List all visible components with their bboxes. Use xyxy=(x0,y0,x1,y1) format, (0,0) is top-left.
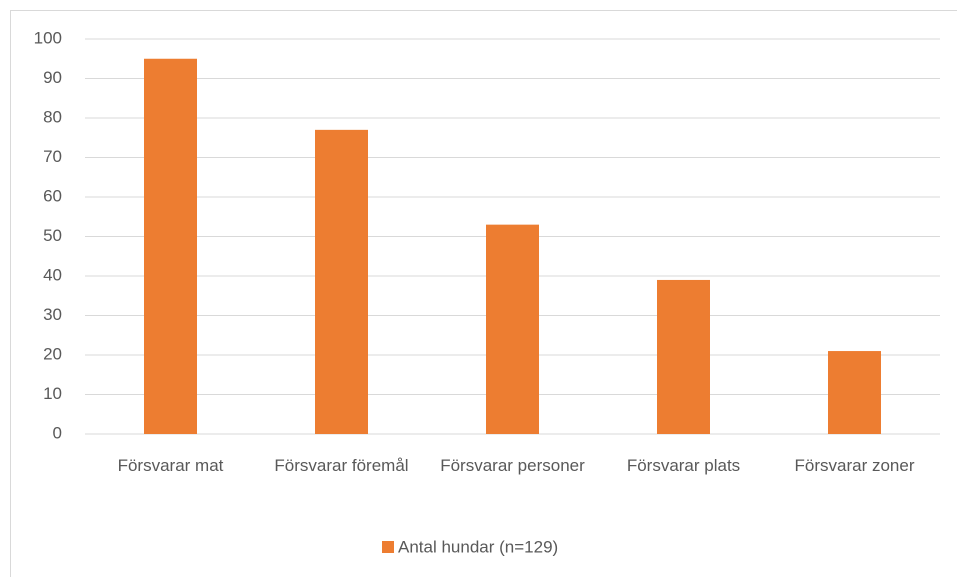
bar xyxy=(657,279,710,434)
x-tick-label: Försvarar personer xyxy=(440,456,585,475)
y-tick-label: 100 xyxy=(34,28,62,47)
y-tick-label: 70 xyxy=(43,147,62,166)
bar xyxy=(144,58,197,434)
bar xyxy=(486,224,539,434)
chart-border xyxy=(10,10,957,577)
x-tick-label: Försvarar mat xyxy=(117,456,224,475)
y-tick-label: 0 xyxy=(53,423,62,442)
y-tick-label: 50 xyxy=(43,226,62,245)
y-tick-label: 80 xyxy=(43,107,62,126)
x-tick-label: Försvarar zoner xyxy=(794,456,915,475)
y-tick-label: 40 xyxy=(43,265,62,284)
x-tick-label: Försvarar föremål xyxy=(274,456,409,475)
legend-swatch xyxy=(382,541,394,553)
x-tick-label: Försvarar plats xyxy=(626,456,741,475)
y-tick-label: 90 xyxy=(43,68,62,87)
y-tick-label: 20 xyxy=(43,344,62,363)
legend-label: Antal hundar (n=129) xyxy=(398,537,558,556)
bar xyxy=(315,129,368,434)
y-tick-label: 60 xyxy=(43,186,62,205)
y-tick-label: 10 xyxy=(43,384,62,403)
y-tick-label: 30 xyxy=(43,305,62,324)
bar xyxy=(828,351,881,434)
